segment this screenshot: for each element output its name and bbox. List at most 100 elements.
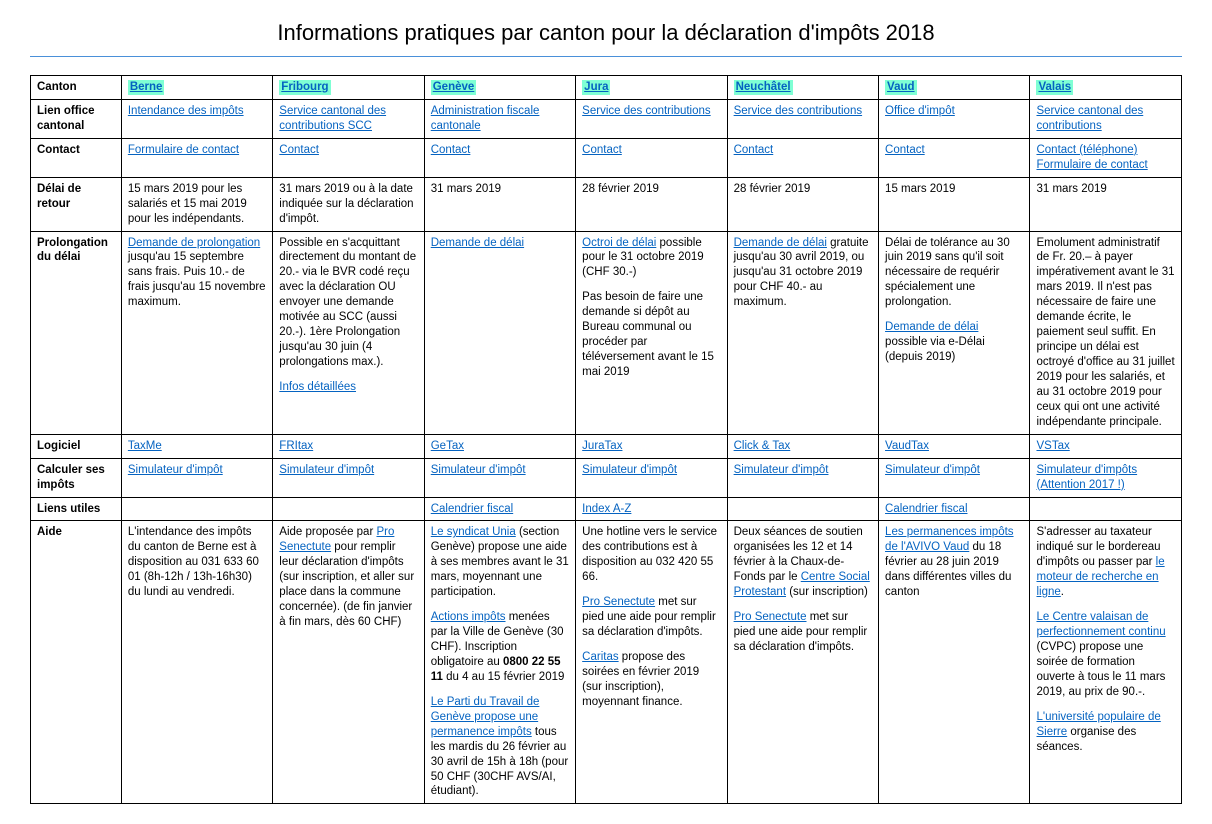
office-link-geneve[interactable]: Administration fiscale cantonale <box>431 105 540 132</box>
delai-jura: 28 février 2019 <box>576 177 727 231</box>
table-header-row: Canton Berne Fribourg Genève Jura Neuchâ… <box>31 76 1182 100</box>
logiciel-link-fribourg[interactable]: FRItax <box>279 440 313 452</box>
row-prolongation: Prolongation du délai Demande de prolong… <box>31 231 1182 434</box>
calc-link-jura[interactable]: Simulateur d'impôt <box>582 464 677 476</box>
canton-link-neuchatel[interactable]: Neuchâtel <box>734 80 793 95</box>
liens-link-vaud[interactable]: Calendrier fiscal <box>885 503 967 515</box>
delai-valais: 31 mars 2019 <box>1030 177 1182 231</box>
contact-link-vaud[interactable]: Contact <box>885 144 925 156</box>
canton-link-fribourg[interactable]: Fribourg <box>279 80 330 95</box>
logiciel-link-jura[interactable]: JuraTax <box>582 440 622 452</box>
aide-fribourg-post: pour remplir leur déclaration d'impôts (… <box>279 541 414 628</box>
prolong-text-jura2: Pas besoin de faire une demande si dépôt… <box>582 290 720 380</box>
calc-link-neuchatel[interactable]: Simulateur d'impôt <box>734 464 829 476</box>
office-link-fribourg[interactable]: Service cantonal des contributions SCC <box>279 105 386 132</box>
row-office: Lien office cantonal Intendance des impô… <box>31 99 1182 138</box>
aide-fribourg-pre: Aide proposée par <box>279 526 376 538</box>
prolong-link-fribourg[interactable]: Infos détaillées <box>279 380 417 395</box>
prolong-neuchatel: Demande de délai gratuite jusqu'au 30 av… <box>727 231 878 434</box>
aide-link-neuchatel-prosenectute[interactable]: Pro Senectute <box>734 611 807 623</box>
aide-link-valais-cvpc[interactable]: Le Centre valaisan de perfectionnement c… <box>1036 611 1165 638</box>
canton-link-valais[interactable]: Valais <box>1036 80 1073 95</box>
header-valais: Valais <box>1030 76 1182 100</box>
office-link-vaud[interactable]: Office d'impôt <box>885 105 955 117</box>
prolong-link-berne[interactable]: Demande de prolongation <box>128 237 260 249</box>
calc-link-vaud[interactable]: Simulateur d'impôt <box>885 464 980 476</box>
prolong-berne: Demande de prolongation jusqu'au 15 sept… <box>121 231 272 434</box>
contact-link-neuchatel[interactable]: Contact <box>734 144 774 156</box>
canton-link-vaud[interactable]: Vaud <box>885 80 916 95</box>
logiciel-link-geneve[interactable]: GeTax <box>431 440 464 452</box>
logiciel-link-neuchatel[interactable]: Click & Tax <box>734 440 791 452</box>
row-logiciel: Logiciel TaxMe FRItax GeTax JuraTax Clic… <box>31 434 1182 458</box>
contact-link-geneve[interactable]: Contact <box>431 144 471 156</box>
prolong-text-vaud1: Délai de tolérance au 30 juin 2019 sans … <box>885 237 1010 309</box>
header-vaud: Vaud <box>879 76 1030 100</box>
contact-link-valais-tel[interactable]: Contact (téléphone) <box>1036 143 1175 158</box>
calc-link-valais[interactable]: Simulateur d'impôts (Attention 2017 !) <box>1036 464 1137 491</box>
canton-link-jura[interactable]: Jura <box>582 80 610 95</box>
aide-link-jura-prosenectute[interactable]: Pro Senectute <box>582 596 655 608</box>
title-divider <box>30 56 1182 57</box>
prolong-link-neuchatel[interactable]: Demande de délai <box>734 237 827 249</box>
aide-geneve: Le syndicat Unia (section Genève) propos… <box>424 521 575 804</box>
aide-fribourg: Aide proposée par Pro Senectute pour rem… <box>273 521 424 804</box>
contact-link-valais-form[interactable]: Formulaire de contact <box>1036 158 1175 173</box>
prolong-geneve: Demande de délai <box>424 231 575 434</box>
contact-link-jura[interactable]: Contact <box>582 144 622 156</box>
row-aide: Aide L'intendance des impôts du canton d… <box>31 521 1182 804</box>
delai-neuchatel: 28 février 2019 <box>727 177 878 231</box>
header-geneve: Genève <box>424 76 575 100</box>
prolong-jura: Octroi de délai possible pour le 31 octo… <box>576 231 727 434</box>
aide-valais-dot: . <box>1061 586 1064 598</box>
calc-link-berne[interactable]: Simulateur d'impôt <box>128 464 223 476</box>
aide-link-geneve-parti[interactable]: Le Parti du Travail de Genève propose un… <box>431 696 540 738</box>
row-calculer: Calculer ses impôts Simulateur d'impôt S… <box>31 458 1182 497</box>
office-link-berne[interactable]: Intendance des impôts <box>128 105 244 117</box>
prolong-text-berne: jusqu'au 15 septembre sans frais. Puis 1… <box>128 251 266 308</box>
office-link-valais[interactable]: Service cantonal des contributions <box>1036 105 1143 132</box>
row-liens: Liens utiles Calendrier fiscal Index A-Z… <box>31 497 1182 521</box>
calc-link-fribourg[interactable]: Simulateur d'impôt <box>279 464 374 476</box>
prolong-vaud: Délai de tolérance au 30 juin 2019 sans … <box>879 231 1030 434</box>
canton-link-berne[interactable]: Berne <box>128 80 165 95</box>
aide-valais-txt2: (CVPC) propose une soirée de formation o… <box>1036 641 1165 698</box>
aide-link-geneve-actions[interactable]: Actions impôts <box>431 611 506 623</box>
row-delai: Délai de retour 15 mars 2019 pour les sa… <box>31 177 1182 231</box>
delai-berne: 15 mars 2019 pour les salariés et 15 mai… <box>121 177 272 231</box>
header-jura: Jura <box>576 76 727 100</box>
aide-valais-txt1: S'adresser au taxateur indiqué sur le bo… <box>1036 526 1160 568</box>
row-label-office: Lien office cantonal <box>31 99 122 138</box>
row-label-logiciel: Logiciel <box>31 434 122 458</box>
header-canton: Canton <box>31 76 122 100</box>
prolong-link-geneve[interactable]: Demande de délai <box>431 237 524 249</box>
prolong-link-jura[interactable]: Octroi de délai <box>582 237 656 249</box>
logiciel-link-vaud[interactable]: VaudTax <box>885 440 929 452</box>
row-label-aide: Aide <box>31 521 122 804</box>
office-link-neuchatel[interactable]: Service des contributions <box>734 105 862 117</box>
contact-link-fribourg[interactable]: Contact <box>279 144 319 156</box>
logiciel-link-berne[interactable]: TaxMe <box>128 440 162 452</box>
office-link-jura[interactable]: Service des contributions <box>582 105 710 117</box>
header-berne: Berne <box>121 76 272 100</box>
row-label-delai: Délai de retour <box>31 177 122 231</box>
canton-link-geneve[interactable]: Genève <box>431 80 477 95</box>
aide-link-geneve-unia[interactable]: Le syndicat Unia <box>431 526 516 538</box>
prolong-link-vaud[interactable]: Demande de délai <box>885 321 978 333</box>
row-contact: Contact Formulaire de contact Contact Co… <box>31 138 1182 177</box>
aide-berne: L'intendance des impôts du canton de Ber… <box>121 521 272 804</box>
contact-link-berne[interactable]: Formulaire de contact <box>128 144 239 156</box>
calc-link-geneve[interactable]: Simulateur d'impôt <box>431 464 526 476</box>
aide-vaud: Les permanences impôts de l'AVIVO Vaud d… <box>879 521 1030 804</box>
liens-link-jura[interactable]: Index A-Z <box>582 503 631 515</box>
prolong-fribourg: Possible en s'acquittant directement du … <box>273 231 424 434</box>
header-neuchatel: Neuchâtel <box>727 76 878 100</box>
aide-link-jura-caritas[interactable]: Caritas <box>582 651 618 663</box>
aide-neuchatel: Deux séances de soutien organisées les 1… <box>727 521 878 804</box>
aide-jura: Une hotline vers le service des contribu… <box>576 521 727 804</box>
prolong-valais: Emolument administratif de Fr. 20.– à pa… <box>1030 231 1182 434</box>
logiciel-link-valais[interactable]: VSTax <box>1036 440 1069 452</box>
delai-fribourg: 31 mars 2019 ou à la date indiquée sur l… <box>273 177 424 231</box>
delai-vaud: 15 mars 2019 <box>879 177 1030 231</box>
liens-link-geneve[interactable]: Calendrier fiscal <box>431 503 513 515</box>
